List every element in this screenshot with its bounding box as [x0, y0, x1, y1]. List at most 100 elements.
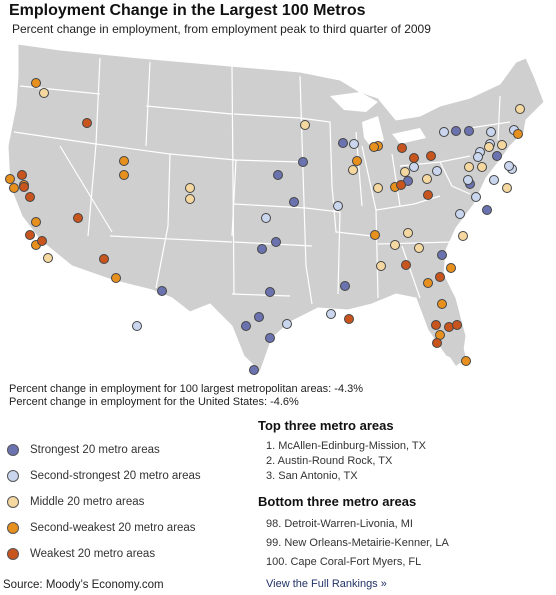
metro-dot[interactable]	[344, 314, 354, 324]
metro-dot[interactable]	[241, 321, 251, 331]
metro-dot[interactable]	[452, 320, 462, 330]
metro-dot[interactable]	[397, 143, 407, 153]
legend-item-second-weakest[interactable]: Second-weakest 20 metro areas	[6, 515, 236, 541]
metro-dot[interactable]	[515, 104, 525, 114]
metro-dot[interactable]	[513, 129, 523, 139]
metro-dot[interactable]	[369, 142, 379, 152]
full-rankings-link[interactable]: View the Full Rankings »	[266, 578, 387, 590]
metro-dot[interactable]	[352, 156, 362, 166]
metro-dot[interactable]	[157, 286, 167, 296]
metro-dot[interactable]	[349, 139, 359, 149]
metro-dot[interactable]	[435, 272, 445, 282]
metro-dot[interactable]	[82, 118, 92, 128]
legend-item-weakest[interactable]: Weakest 20 metro areas	[6, 541, 236, 567]
metro-dot[interactable]	[265, 333, 275, 343]
metro-dot[interactable]	[463, 175, 473, 185]
metro-dot[interactable]	[471, 192, 481, 202]
metro-dot[interactable]	[473, 152, 483, 162]
legend: Strongest 20 metro areas Second-stronges…	[6, 437, 236, 567]
metro-dot[interactable]	[502, 183, 512, 193]
metro-dot[interactable]	[423, 190, 433, 200]
metro-dot[interactable]	[403, 228, 413, 238]
list-item: 100. Cape Coral-Fort Myers, FL	[266, 556, 422, 568]
metro-dot[interactable]	[489, 175, 499, 185]
metro-dot[interactable]	[273, 170, 283, 180]
metro-dot[interactable]	[340, 281, 350, 291]
metro-dot[interactable]	[497, 140, 507, 150]
metro-dot[interactable]	[31, 217, 41, 227]
metro-dot[interactable]	[73, 213, 83, 223]
metro-dot[interactable]	[437, 250, 447, 260]
metro-dot[interactable]	[439, 127, 449, 137]
metro-dot[interactable]	[271, 237, 281, 247]
metro-dot[interactable]	[338, 138, 348, 148]
metro-dot[interactable]	[37, 236, 47, 246]
metro-dot[interactable]	[446, 263, 456, 273]
metro-dot[interactable]	[492, 151, 502, 161]
legend-item-middle[interactable]: Middle 20 metro areas	[6, 489, 236, 515]
metro-dot[interactable]	[39, 88, 49, 98]
legend-item-strongest[interactable]: Strongest 20 metro areas	[6, 437, 236, 463]
metro-dot[interactable]	[289, 197, 299, 207]
metro-dot[interactable]	[432, 338, 442, 348]
legend-label: Strongest 20 metro areas	[30, 444, 160, 456]
metro-dot[interactable]	[373, 183, 383, 193]
metro-dot[interactable]	[111, 273, 121, 283]
metro-dot[interactable]	[348, 165, 358, 175]
metro-dot[interactable]	[326, 309, 336, 319]
metro-dot[interactable]	[400, 167, 410, 177]
metro-dot[interactable]	[185, 194, 195, 204]
metro-dot[interactable]	[132, 321, 142, 331]
metro-dot[interactable]	[464, 126, 474, 136]
metro-dot[interactable]	[249, 365, 259, 375]
metro-dot[interactable]	[482, 205, 492, 215]
metro-dot[interactable]	[431, 320, 441, 330]
metro-dot[interactable]	[19, 182, 29, 192]
metro-dot[interactable]	[432, 166, 442, 176]
metro-dot[interactable]	[414, 243, 424, 253]
metro-dot[interactable]	[261, 213, 271, 223]
metro-dot[interactable]	[423, 278, 433, 288]
metro-dot[interactable]	[333, 201, 343, 211]
legend-item-second-strongest[interactable]: Second-strongest 20 metro areas	[6, 463, 236, 489]
metro-dot[interactable]	[437, 299, 447, 309]
metro-dot[interactable]	[257, 244, 267, 254]
metro-dot[interactable]	[504, 161, 514, 171]
metro-dot[interactable]	[451, 126, 461, 136]
metro-dot[interactable]	[254, 312, 264, 322]
metro-dot[interactable]	[401, 260, 411, 270]
metro-dot[interactable]	[486, 127, 496, 137]
metro-dot[interactable]	[298, 157, 308, 167]
metro-dot[interactable]	[376, 261, 386, 271]
metro-dot[interactable]	[17, 170, 27, 180]
metro-dot[interactable]	[25, 230, 35, 240]
metro-dot[interactable]	[464, 162, 474, 172]
metro-dot[interactable]	[25, 192, 35, 202]
metro-dot[interactable]	[370, 230, 380, 240]
metro-dot[interactable]	[99, 254, 109, 264]
metro-dot[interactable]	[9, 183, 19, 193]
metro-dot[interactable]	[422, 174, 432, 184]
metro-dot[interactable]	[390, 240, 400, 250]
legend-label: Second-strongest 20 metro areas	[30, 470, 201, 482]
metro-dot[interactable]	[409, 153, 419, 163]
metro-dot[interactable]	[396, 180, 406, 190]
metro-dot[interactable]	[426, 151, 436, 161]
metro-dot[interactable]	[43, 253, 53, 263]
metro-dot[interactable]	[300, 120, 310, 130]
metro-dot[interactable]	[119, 156, 129, 166]
metro-dot[interactable]	[119, 170, 129, 180]
metro-dot[interactable]	[477, 162, 487, 172]
metro-dot[interactable]	[455, 209, 465, 219]
metro-dot[interactable]	[409, 162, 419, 172]
metro-dot[interactable]	[185, 183, 195, 193]
metro-dot[interactable]	[265, 287, 275, 297]
metro-dot[interactable]	[31, 78, 41, 88]
metro-dot[interactable]	[484, 142, 494, 152]
metro-dot[interactable]	[5, 174, 15, 184]
metro-dot[interactable]	[461, 356, 471, 366]
list-item: 98. Detroit-Warren-Livonia, MI	[266, 518, 413, 530]
legend-swatch-icon	[7, 444, 19, 456]
metro-dot[interactable]	[282, 319, 292, 329]
metro-dot[interactable]	[458, 231, 468, 241]
